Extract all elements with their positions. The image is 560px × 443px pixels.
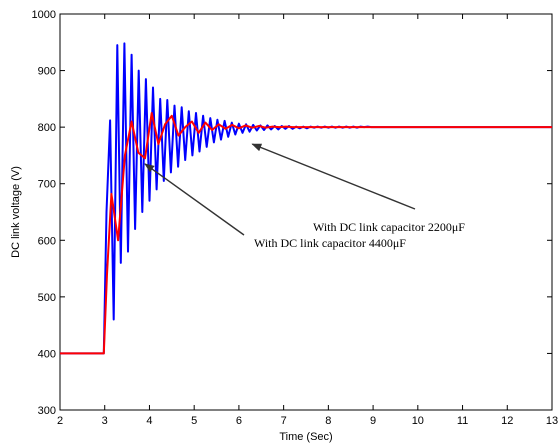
annotation-4400: With DC link capacitor 4400μF — [254, 236, 406, 250]
x-tick-label: 12 — [501, 415, 513, 427]
x-tick-label: 3 — [102, 415, 108, 427]
x-tick-label: 6 — [236, 415, 242, 427]
annotation-arrow-2200 — [251, 143, 416, 210]
annotation-2200: With DC link capacitor 2200μF — [313, 220, 465, 234]
x-tick-label: 8 — [325, 415, 331, 427]
y-tick-label: 700 — [38, 179, 56, 191]
y-tick-label: 600 — [38, 235, 56, 247]
x-tick-label: 7 — [281, 415, 287, 427]
y-tick-label: 400 — [38, 348, 56, 360]
x-tick-label: 11 — [457, 415, 468, 427]
y-tick-label: 1000 — [32, 9, 56, 21]
y-tick-label: 300 — [38, 405, 56, 417]
y-tick-label: 900 — [38, 66, 56, 78]
x-tick-label: 10 — [412, 415, 424, 427]
x-tick-label: 5 — [191, 415, 197, 427]
x-tick-label: 9 — [370, 415, 376, 427]
x-axis-label: Time (Sec) — [279, 431, 332, 443]
y-tick-label: 500 — [38, 292, 56, 304]
series-line-1 — [60, 112, 552, 355]
y-axis-label: DC link voltage (V) — [10, 166, 22, 258]
x-tick-label: 2 — [57, 415, 63, 427]
x-tick-label: 4 — [146, 415, 152, 427]
x-tick-label: 13 — [546, 415, 558, 427]
series-layer — [60, 42, 552, 355]
annotation-layer: With DC link capacitor 2200μF With DC li… — [144, 143, 465, 250]
x-axis: 2 3 4 5 6 7 8 9 10 11 12 13 — [57, 14, 558, 427]
y-axis: 300 400 500 600 700 800 900 1000 — [32, 9, 552, 417]
y-tick-label: 800 — [38, 122, 56, 134]
annotation-arrow-4400 — [144, 163, 245, 236]
